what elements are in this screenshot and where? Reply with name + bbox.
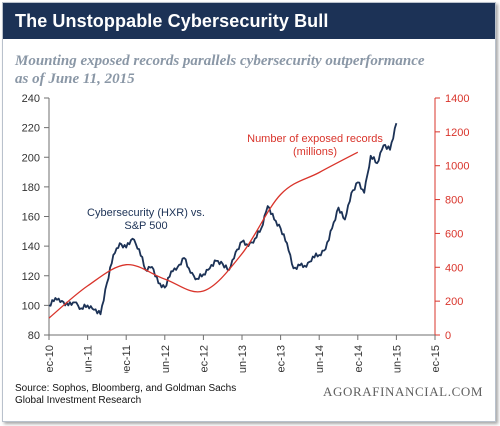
x-tick-label: Jun-14 bbox=[314, 345, 326, 373]
left-tick-label: 220 bbox=[22, 123, 40, 135]
right-tick-label: 1400 bbox=[445, 93, 469, 105]
title-banner: The Unstoppable Cybersecurity Bull bbox=[3, 3, 495, 39]
publisher-brand: AGORAFINANCIAL.COM bbox=[323, 384, 483, 399]
chart-subtitle: Mounting exposed records parallels cyber… bbox=[15, 52, 485, 88]
x-tick-label: Jun-11 bbox=[83, 345, 95, 373]
source-note: Source: Sophos, Bloomberg, and Goldman S… bbox=[15, 383, 236, 407]
right-tick-label: 400 bbox=[445, 262, 463, 274]
left-tick-label: 100 bbox=[22, 300, 40, 312]
left-tick-label: 120 bbox=[22, 271, 40, 283]
right-tick-label: 1200 bbox=[445, 127, 469, 139]
x-tick-label: Dec-10 bbox=[44, 345, 56, 373]
source-line-1: Source: Sophos, Bloomberg, and Goldman S… bbox=[15, 383, 237, 394]
chart-title: The Unstoppable Cybersecurity Bull bbox=[15, 11, 329, 31]
x-tick-label: Jun-12 bbox=[160, 345, 172, 373]
series-layer bbox=[48, 122, 398, 319]
records-annotation-line-2: (millions) bbox=[293, 146, 337, 158]
subtitle-line-2: as of June 11, 2015 bbox=[15, 71, 135, 87]
x-tick-label: Dec-14 bbox=[353, 345, 365, 373]
subtitle-line-1: Mounting exposed records parallels cyber… bbox=[15, 53, 425, 69]
hxr-annotation-line-1: Cybersecurity (HXR) vs. bbox=[87, 207, 205, 219]
x-tick-label: Jun-15 bbox=[391, 345, 403, 373]
source-line-2: Global Investment Research bbox=[15, 395, 142, 406]
left-tick-label: 80 bbox=[28, 330, 40, 342]
right-tick-label: 600 bbox=[445, 228, 463, 240]
records-annotation-line-1: Number of exposed records bbox=[247, 133, 383, 145]
left-tick-label: 240 bbox=[22, 93, 40, 105]
hxr-annotation-line-2: S&P 500 bbox=[124, 220, 167, 232]
x-tick-label: Dec-11 bbox=[121, 345, 133, 373]
series-exposed-records-line bbox=[48, 151, 359, 319]
x-tick-label: Dec-12 bbox=[198, 345, 210, 373]
x-axis: Dec-10 Jun-11 Dec-11 Jun-12 Dec-12 Jun-13 Dec-… bbox=[44, 334, 442, 373]
annotation-layer: Cybersecurity (HXR) vs.S&P 500 Number of … bbox=[87, 133, 383, 232]
x-tick-label: Jun-13 bbox=[237, 345, 249, 373]
right-axis: 0 200 400 600 800 1000 1200 1400 bbox=[434, 93, 469, 342]
left-tick-label: 180 bbox=[22, 182, 40, 194]
x-tick-label: Dec-15 bbox=[430, 345, 442, 373]
right-tick-label: 200 bbox=[445, 296, 463, 308]
chart-canvas: 80 100 120 140 160 180 200 220 240 0 200 400 600 800… bbox=[22, 93, 470, 373]
left-axis: 80 100 120 140 160 180 200 220 240 bbox=[22, 93, 50, 342]
right-tick-label: 800 bbox=[445, 195, 463, 207]
right-tick-label: 1000 bbox=[445, 161, 469, 173]
right-tick-label: 0 bbox=[445, 330, 451, 342]
left-tick-label: 200 bbox=[22, 152, 40, 164]
series-hxr-line bbox=[48, 122, 398, 316]
left-tick-label: 160 bbox=[22, 212, 40, 224]
x-tick-label: Dec-13 bbox=[276, 345, 288, 373]
left-tick-label: 140 bbox=[22, 241, 40, 253]
chart-frame: The Unstoppable Cybersecurity Bull Mount… bbox=[2, 2, 496, 422]
